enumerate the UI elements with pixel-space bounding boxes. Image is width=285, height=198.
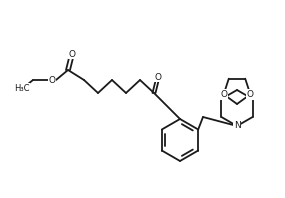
Text: O: O: [220, 90, 227, 99]
Text: O: O: [247, 90, 254, 99]
Text: H₃C: H₃C: [14, 84, 30, 92]
Text: O: O: [68, 50, 76, 58]
Text: O: O: [48, 75, 56, 85]
Text: O: O: [154, 72, 162, 82]
Text: N: N: [234, 122, 240, 130]
